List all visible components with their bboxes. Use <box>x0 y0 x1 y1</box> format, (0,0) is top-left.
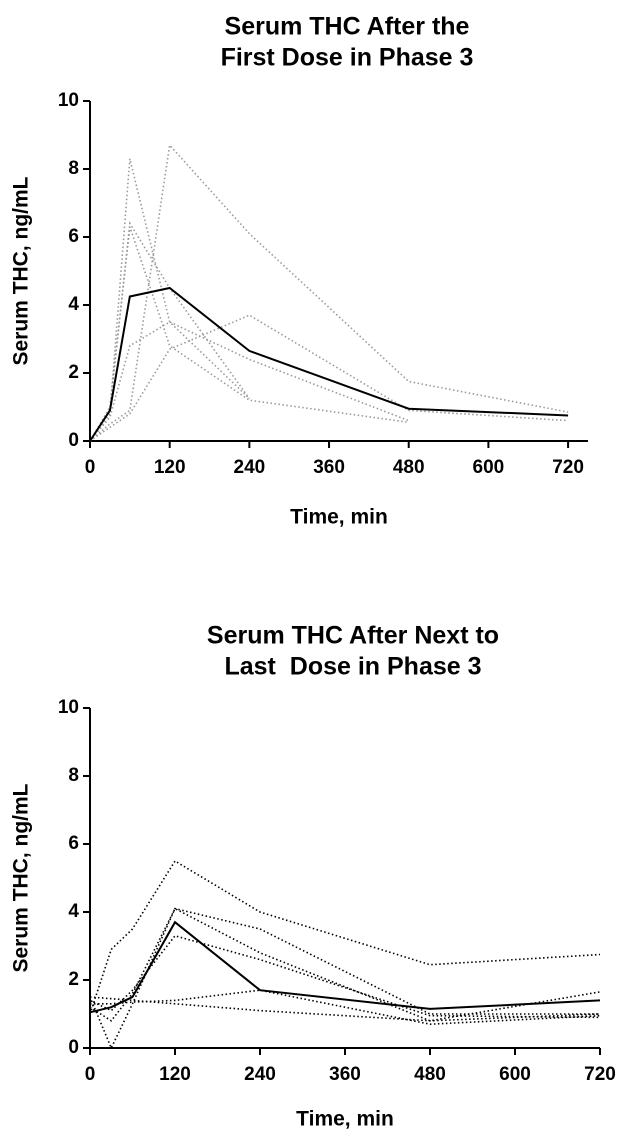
y-tick-label: 2 <box>68 969 79 990</box>
subject-line <box>89 226 409 442</box>
y-tick-label: 8 <box>68 158 79 179</box>
chart-title: First Dose in Phase 3 <box>221 44 474 72</box>
x-tick-label: 0 <box>85 1064 96 1085</box>
chart-title: Serum THC After Next to <box>207 622 499 650</box>
chart: Serum THC After the First Dose in Phase 3… <box>10 13 588 529</box>
x-tick-label: 480 <box>414 1064 446 1085</box>
subject-line <box>89 859 601 1015</box>
x-tick-label: 600 <box>499 1064 531 1085</box>
x-tick-label: 240 <box>244 1064 276 1085</box>
subject-line <box>89 143 569 442</box>
subject-line <box>89 996 601 1022</box>
x-axis-label: Time, min <box>290 506 388 529</box>
subject-line <box>89 158 250 442</box>
x-tick-label: 480 <box>393 457 425 478</box>
y-tick-label: 0 <box>68 1037 79 1058</box>
subject-line <box>89 934 601 1019</box>
x-axis-label: Time, min <box>296 1108 394 1131</box>
subject-line <box>89 314 569 442</box>
y-tick-label: 4 <box>68 901 79 922</box>
chart-title: Serum THC After the <box>225 13 470 41</box>
mean-line <box>89 920 601 1014</box>
y-tick-label: 0 <box>68 430 79 451</box>
y-tick-label: 2 <box>68 362 79 383</box>
subject-line <box>89 321 410 442</box>
y-tick-label: 6 <box>68 226 79 247</box>
subject-line <box>89 907 601 1022</box>
y-tick-label: 10 <box>58 697 79 718</box>
subject-line <box>89 907 600 1050</box>
subject-line <box>90 989 601 1026</box>
x-tick-label: 720 <box>552 457 584 478</box>
chart: Serum THC After Next to Last Dose in Phas… <box>10 622 616 1131</box>
y-tick-label: 10 <box>58 90 79 111</box>
y-axis-label: Serum THC, ng/mL <box>10 176 33 365</box>
x-tick-label: 600 <box>473 457 505 478</box>
y-tick-label: 8 <box>68 765 79 786</box>
x-tick-label: 120 <box>159 1064 191 1085</box>
y-tick-label: 4 <box>68 294 79 315</box>
x-tick-label: 0 <box>85 457 96 478</box>
y-tick-label: 6 <box>68 833 79 854</box>
mean-line <box>89 286 569 442</box>
x-tick-label: 360 <box>329 1064 361 1085</box>
x-tick-label: 360 <box>313 457 345 478</box>
x-tick-label: 720 <box>584 1064 616 1085</box>
x-tick-label: 240 <box>234 457 266 478</box>
y-axis-label: Serum THC, ng/mL <box>10 783 33 972</box>
x-tick-label: 120 <box>154 457 186 478</box>
chart-title: Last Dose in Phase 3 <box>224 653 481 681</box>
